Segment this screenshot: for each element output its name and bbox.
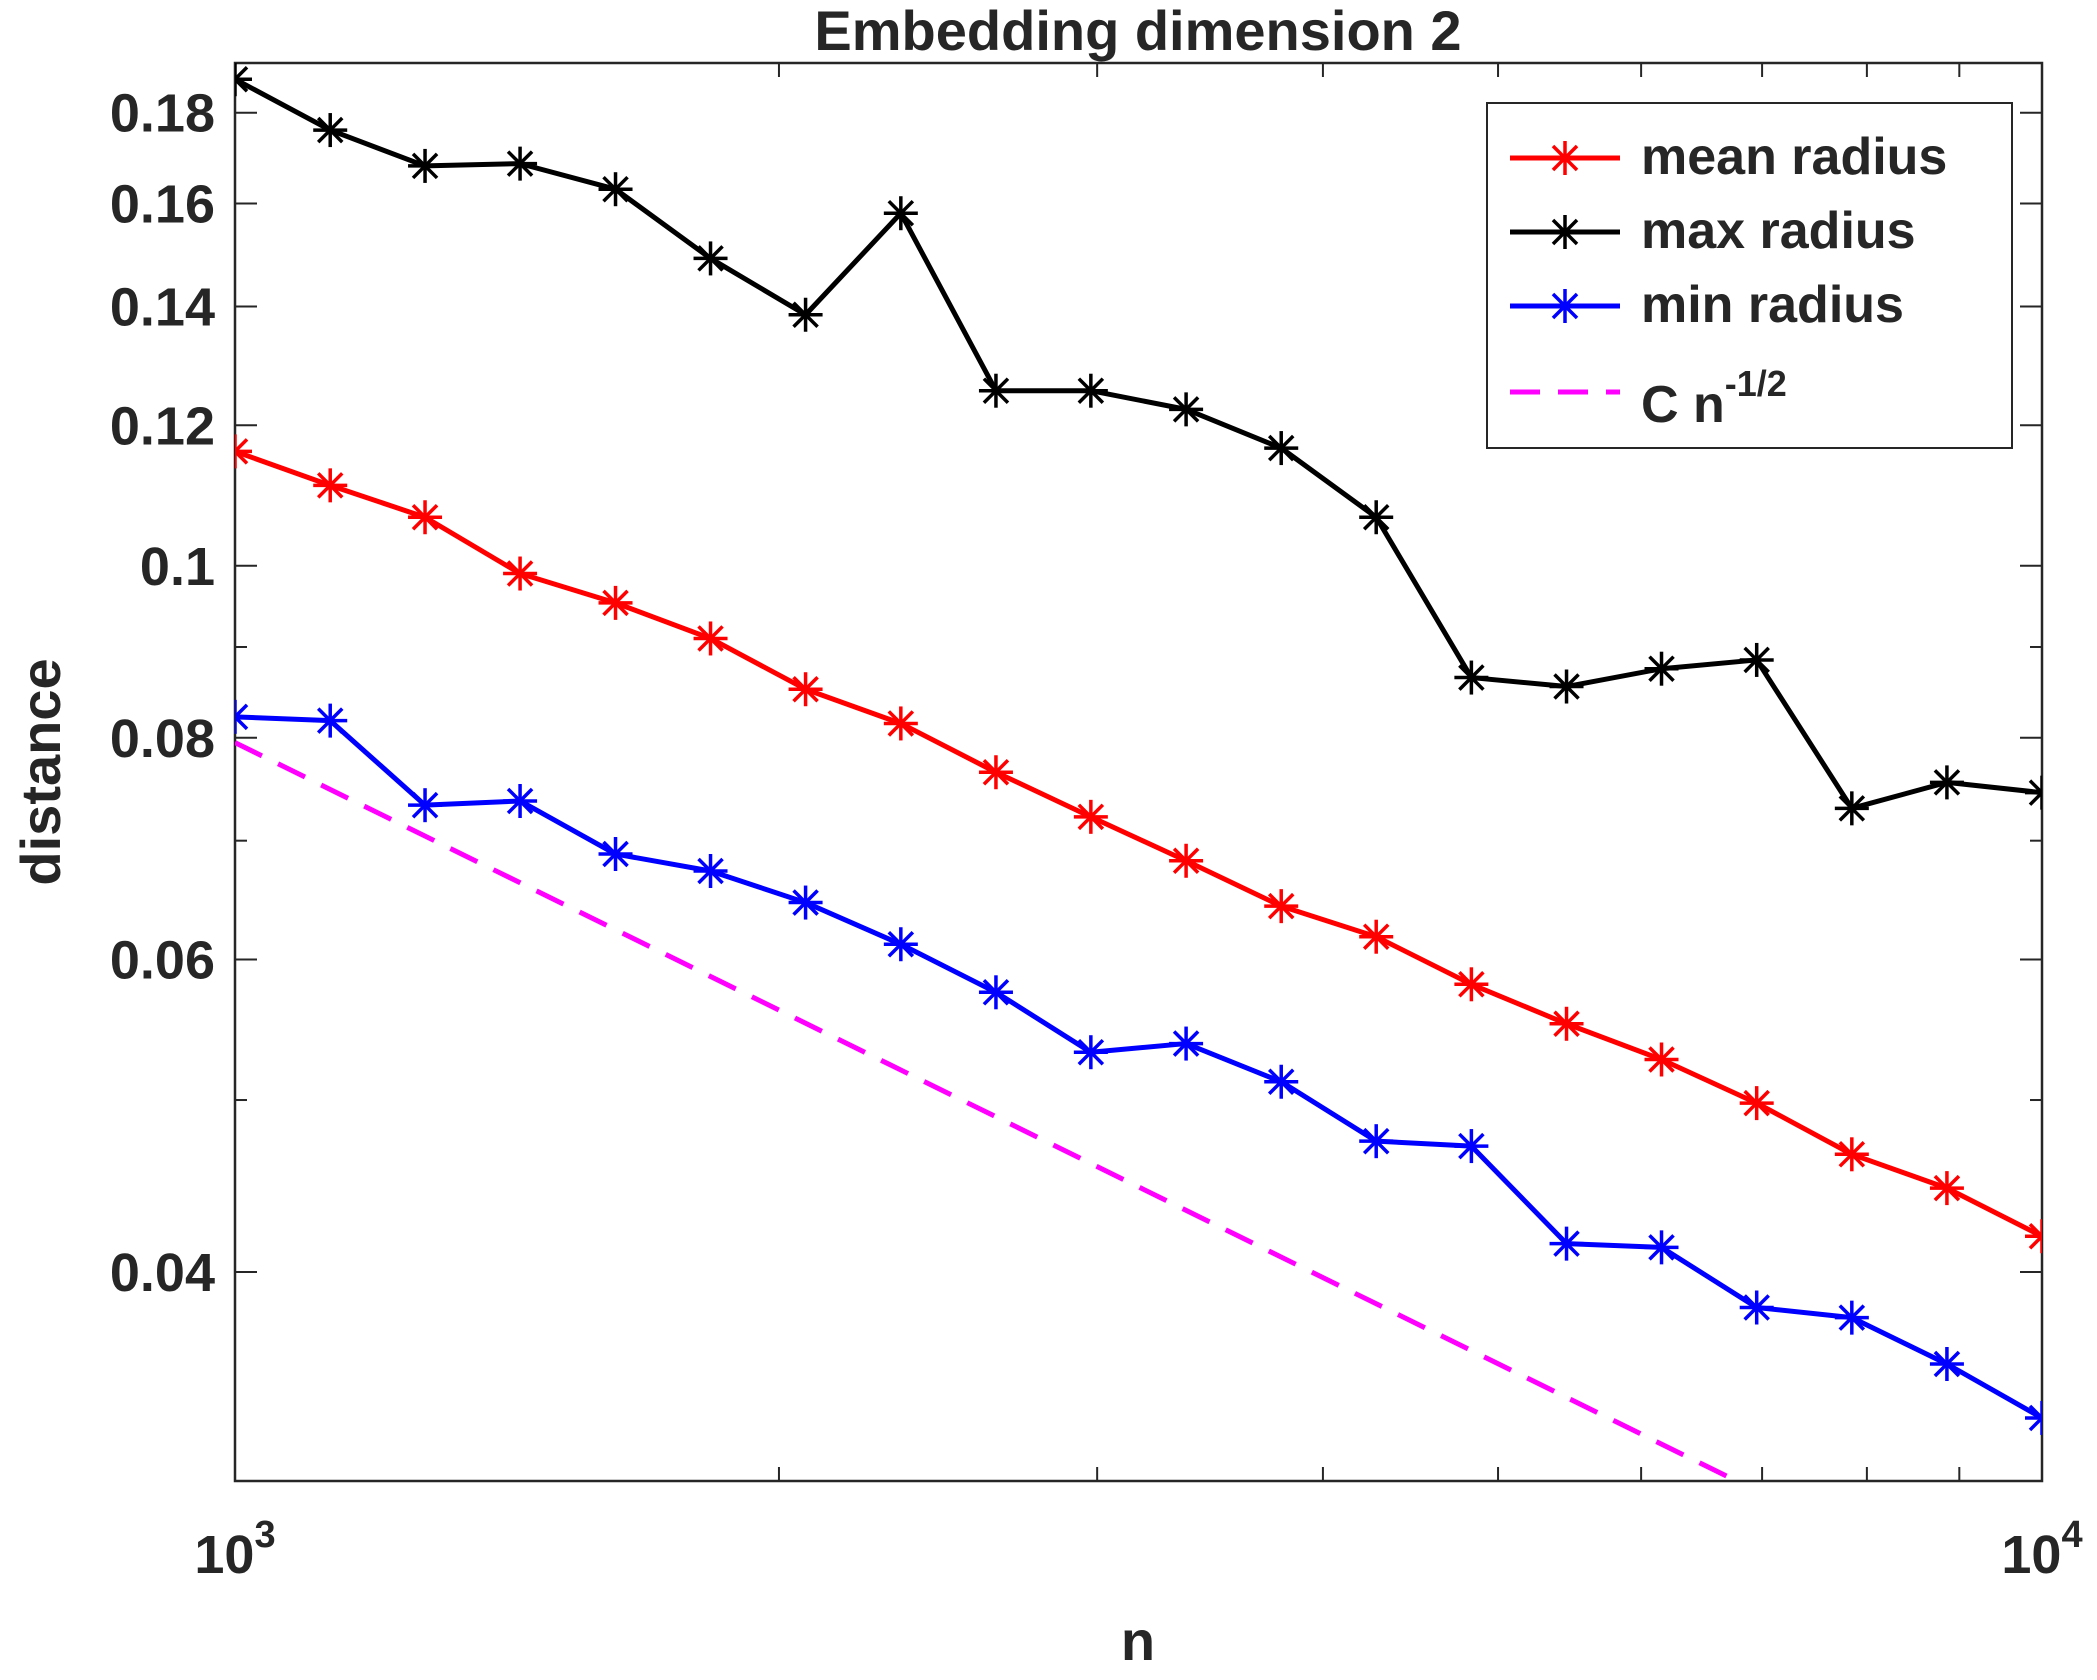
max-radius-point (788, 297, 823, 332)
max-radius-point (1359, 500, 1394, 535)
mean-radius-point (503, 556, 538, 591)
min-radius-line (235, 714, 2042, 1421)
legend-samples (1510, 141, 1620, 395)
mean-radius-point (235, 434, 252, 469)
min-radius-point (1549, 1226, 1584, 1261)
min-radius-point (598, 837, 633, 872)
min-radius-point (883, 927, 918, 962)
y-axis-label: distance (9, 658, 72, 885)
min-radius-point (1644, 1230, 1679, 1265)
max-radius-point (408, 148, 443, 183)
max-radius-point (978, 373, 1013, 408)
min-radius-point (1264, 1064, 1299, 1099)
min-radius-point (1929, 1346, 1964, 1381)
min-radius-point (978, 975, 1013, 1010)
min-radius-point (1169, 1026, 1204, 1061)
y-tick-label: 0.06 (110, 930, 215, 990)
max-radius-point (235, 63, 252, 97)
mean-radius-point (1359, 919, 1394, 954)
y-tick-labels: 0.04 0.06 0.08 0.1 0.12 0.14 0.16 0.18 (110, 84, 215, 1303)
min-radius-point (1739, 1290, 1774, 1325)
max-radius-point (598, 172, 633, 207)
max-radius-point (1834, 791, 1869, 826)
min-radius-point (1454, 1129, 1489, 1164)
chart-title: Embedding dimension 2 (814, 0, 1461, 62)
legend-ref-base: C n (1641, 376, 1725, 434)
min-radius-point (408, 788, 443, 823)
x-tick-label: 103 (194, 1514, 275, 1585)
legend-label-reference: C n-1/2 (1641, 363, 1787, 434)
legend-label-min-radius: min radius (1641, 276, 1904, 334)
min-radius-point (693, 854, 728, 889)
max-radius-point (1644, 651, 1679, 686)
max-radius-point (2025, 775, 2042, 810)
mean-radius-point (408, 500, 443, 535)
mean-radius-point (313, 468, 348, 503)
mean-radius-point (1739, 1086, 1774, 1121)
max-radius-point (1264, 431, 1299, 466)
mean-radius-point (1834, 1137, 1869, 1172)
x-tick-label: 104 (2001, 1514, 2082, 1585)
max-radius-point (883, 196, 918, 231)
min-radius-point (313, 703, 348, 738)
mean-radius-point (598, 585, 633, 620)
legend-marker-mean-radius (1548, 141, 1582, 175)
mean-radius-point (2025, 1219, 2042, 1254)
mean-radius-point (1169, 843, 1204, 878)
mean-radius-point (1264, 889, 1299, 924)
legend-label-max-radius: max radius (1641, 202, 1916, 260)
legend-marker-min-radius (1548, 289, 1582, 323)
y-tick-label: 0.12 (110, 396, 215, 456)
mean-radius-point (1929, 1171, 1964, 1206)
y-tick-label: 0.08 (110, 709, 215, 769)
legend-label-mean-radius: mean radius (1641, 128, 1947, 186)
max-radius-point (1073, 373, 1108, 408)
max-radius-point (313, 113, 348, 148)
mean-radius-point (1454, 967, 1489, 1002)
min-radius-point (2025, 1400, 2042, 1435)
mean-radius-point (883, 706, 918, 741)
mean-radius-point (693, 621, 728, 656)
y-tick-label: 0.14 (110, 277, 215, 337)
min-radius-point (1359, 1124, 1394, 1159)
series-layer (235, 63, 2042, 1481)
max-radius-point (503, 146, 538, 181)
max-radius-point (1454, 660, 1489, 695)
min-radius-point (235, 699, 252, 734)
min-radius-point (1073, 1035, 1108, 1070)
mean-radius-point (788, 672, 823, 707)
axis-ticks (235, 63, 2042, 1481)
min-radius-point (788, 885, 823, 920)
legend-ref-exp: -1/2 (1725, 363, 1787, 404)
max-radius-point (1549, 669, 1584, 704)
max-radius-point (693, 241, 728, 276)
max-radius-point (1169, 392, 1204, 427)
mean-radius-point (1073, 799, 1108, 834)
max-radius-point (1739, 642, 1774, 677)
min-radius-point (503, 783, 538, 818)
legend-marker-max-radius (1548, 215, 1582, 249)
mean-radius-point (978, 755, 1013, 790)
x-axis-label: n (1121, 1609, 1155, 1672)
mean-radius-line (235, 449, 2042, 1239)
y-tick-label: 0.18 (110, 84, 215, 144)
x-tick-labels: 103 104 (194, 1514, 2082, 1585)
y-tick-label: 0.04 (110, 1243, 215, 1303)
min-radius-point (1834, 1300, 1869, 1335)
mean-radius-point (1644, 1042, 1679, 1077)
y-tick-label: 0.16 (110, 175, 215, 235)
mean-radius-point (1549, 1006, 1584, 1041)
legend: mean radius max radius min radius C n-1/… (1486, 102, 2013, 449)
max-radius-point (1929, 765, 1964, 800)
y-tick-label: 0.1 (140, 537, 215, 597)
